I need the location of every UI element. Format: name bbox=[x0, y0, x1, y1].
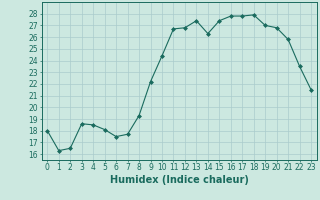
X-axis label: Humidex (Indice chaleur): Humidex (Indice chaleur) bbox=[110, 175, 249, 185]
